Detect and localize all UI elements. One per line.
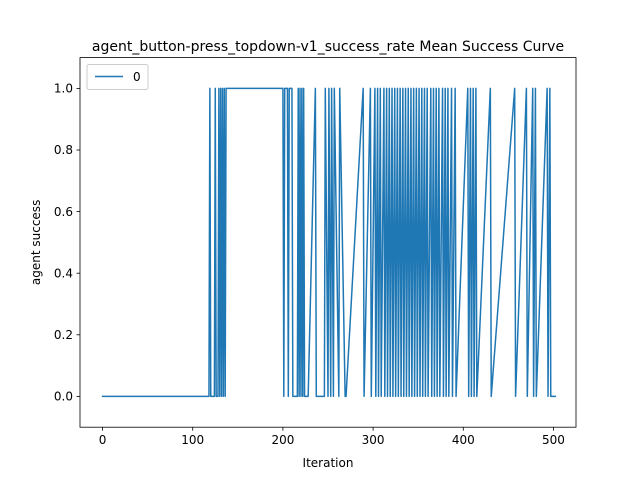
plot-area [79, 57, 577, 428]
y-tick-label: 0.0 [54, 390, 73, 404]
series-line [101, 87, 557, 398]
y-axis-label: agent success [29, 200, 43, 285]
x-tick-label: 500 [542, 433, 565, 447]
x-tick-label: 200 [271, 433, 294, 447]
x-tick-label: 100 [181, 433, 204, 447]
plot-frame [79, 57, 577, 428]
y-tick-label: 1.0 [54, 82, 73, 96]
chart-title: agent_button-press_topdown-v1_success_ra… [92, 39, 564, 55]
y-tick-label: 0.6 [54, 205, 73, 219]
y-tick-label: 0.2 [54, 328, 73, 342]
x-tick-label: 400 [452, 433, 475, 447]
x-tick-label: 0 [99, 433, 107, 447]
x-tick-label: 300 [362, 433, 385, 447]
legend-label: 0 [133, 70, 141, 84]
x-axis-ticks: 0 100 200 300 400 500 [99, 427, 565, 447]
y-axis-ticks: 0.0 0.2 0.4 0.6 0.8 1.0 [54, 82, 80, 404]
y-tick-label: 0.8 [54, 143, 73, 157]
y-tick-label: 0.4 [54, 266, 73, 280]
x-axis-label: Iteration [303, 456, 354, 470]
series-group [101, 87, 557, 398]
legend: 0 [86, 64, 149, 90]
